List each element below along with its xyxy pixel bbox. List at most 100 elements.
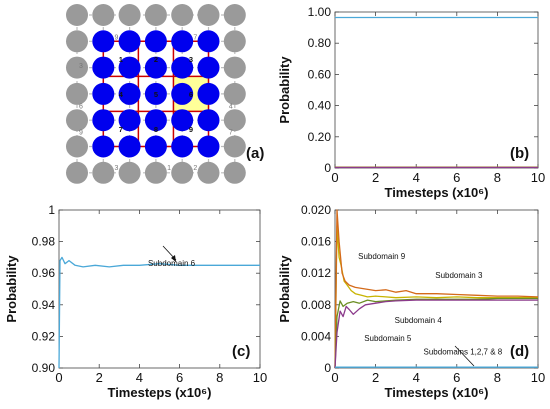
y-tick-label: 0 xyxy=(324,161,331,175)
y-tick-label: 0.96 xyxy=(32,266,56,280)
ghost-node xyxy=(223,109,246,132)
periodic-number: 9 xyxy=(114,34,118,41)
periodic-number: 1 xyxy=(167,165,171,172)
periodic-number: 3 xyxy=(114,165,118,172)
active-node xyxy=(197,56,220,79)
y-tick-label: 0.80 xyxy=(308,36,332,50)
subdomain-number: 2 xyxy=(154,55,158,64)
ghost-node xyxy=(66,135,88,158)
periodic-number: 4 xyxy=(229,103,233,110)
subdomain-number: 6 xyxy=(189,90,193,99)
x-tick-label: 8 xyxy=(494,370,501,385)
y-tick-label: 0.98 xyxy=(32,235,56,249)
active-node xyxy=(144,82,167,105)
y-tick-label: 0.90 xyxy=(32,361,56,375)
y-axis-label: Probability xyxy=(277,255,292,323)
x-tick-label: 10 xyxy=(253,370,267,385)
annotation-arrowhead xyxy=(171,255,176,262)
x-tick-label: 2 xyxy=(372,370,379,385)
x-axis-label: Timesteps (x10⁶) xyxy=(107,385,211,400)
x-tick-label: 6 xyxy=(176,370,183,385)
x-tick-label: 8 xyxy=(216,370,223,385)
subdomain-number: 5 xyxy=(154,90,158,99)
ghost-node xyxy=(66,161,88,184)
y-axis-label: Probability xyxy=(277,56,292,124)
panel-a-lattice-diagram: 1 2 3 4 5 6 7 8 9 9 7 3 6 9 4 7 3 1 2 xyxy=(66,4,246,184)
y-tick-label: 0.016 xyxy=(301,235,331,249)
ghost-node xyxy=(118,4,141,26)
active-node xyxy=(118,56,141,79)
ghost-node xyxy=(92,4,115,26)
active-node xyxy=(197,82,220,105)
y-tick-label: 0.008 xyxy=(301,298,331,312)
x-tick-label: 0 xyxy=(331,370,338,385)
subdomain-number: 1 xyxy=(119,55,123,64)
x-tick-label: 8 xyxy=(494,170,501,185)
periodic-number: 6 xyxy=(79,103,83,110)
x-tick-label: 4 xyxy=(413,370,420,385)
ghost-node xyxy=(66,30,88,53)
panel-label: (d) xyxy=(510,343,529,360)
active-node xyxy=(197,135,220,158)
subdomain-number: 4 xyxy=(119,90,124,99)
ghost-node xyxy=(66,56,88,79)
active-node xyxy=(144,30,167,53)
annotation-arrow xyxy=(454,345,475,367)
panel-b-chart: 0 0.20 0.40 0.60 0.80 1.00 0 2 4 6 8 10 Timesteps (x… xyxy=(277,5,545,200)
active-node xyxy=(171,135,194,158)
series-line xyxy=(334,209,539,369)
active-node xyxy=(92,30,115,53)
periodic-number: 9 xyxy=(79,130,83,137)
y-tick-label: 0.60 xyxy=(308,67,332,81)
y-tick-label: 0.20 xyxy=(308,130,332,144)
annotation-label: Subdomain 3 xyxy=(435,271,483,280)
annotation-label: Subdomain 4 xyxy=(395,316,443,325)
active-node xyxy=(197,109,220,132)
plot-frame xyxy=(334,209,539,369)
x-axis-label: Timesteps (x10⁶) xyxy=(384,185,488,200)
y-tick-label: 1.00 xyxy=(308,5,332,19)
series-line xyxy=(58,256,260,369)
subdomain-number: 8 xyxy=(154,125,158,134)
y-tick-label: 1 xyxy=(48,203,55,217)
active-node xyxy=(144,56,167,79)
x-tick-label: 0 xyxy=(331,170,338,185)
x-tick-label: 10 xyxy=(531,370,545,385)
active-node xyxy=(171,109,194,132)
panel-label: (b) xyxy=(510,145,529,162)
annotation-label: Subdomain 5 xyxy=(364,334,412,343)
active-node xyxy=(171,82,194,105)
plot-frame xyxy=(58,209,261,369)
ghost-node xyxy=(144,4,167,26)
ghost-node xyxy=(118,161,141,184)
active-node xyxy=(118,30,141,53)
ghost-node xyxy=(92,161,115,184)
x-tick-label: 4 xyxy=(136,370,143,385)
y-tick-label: 0 xyxy=(324,361,331,375)
active-node xyxy=(92,82,115,105)
ghost-node xyxy=(171,4,194,26)
ghost-node xyxy=(66,4,88,26)
panel-d-chart: 0 0.004 0.008 0.012 0.016 0.020 0 2 4 6 8 10 Timeste… xyxy=(277,203,545,400)
ghost-node xyxy=(171,161,194,184)
x-tick-label: 2 xyxy=(96,370,103,385)
ghost-node xyxy=(66,109,88,132)
active-node xyxy=(118,82,141,105)
subdomain-number: 7 xyxy=(119,125,123,134)
active-node xyxy=(171,30,194,53)
x-tick-label: 0 xyxy=(55,370,62,385)
active-node xyxy=(92,56,115,79)
y-tick-label: 0.012 xyxy=(301,266,331,280)
x-tick-label: 2 xyxy=(372,170,379,185)
active-node xyxy=(144,109,167,132)
ghost-node xyxy=(223,4,246,26)
active-node xyxy=(92,135,115,158)
x-axis-label: Timesteps (x10⁶) xyxy=(384,385,488,400)
plot-frame xyxy=(334,11,539,169)
ghost-node xyxy=(197,4,220,26)
active-node xyxy=(118,109,141,132)
x-tick-label: 6 xyxy=(453,370,460,385)
y-tick-label: 0.94 xyxy=(32,298,56,312)
